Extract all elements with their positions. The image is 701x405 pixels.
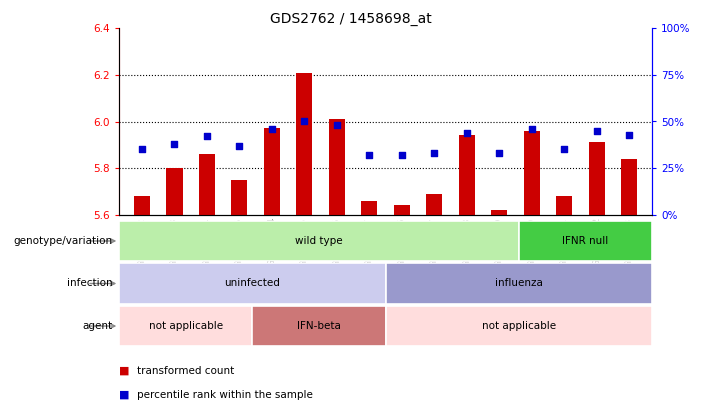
Bar: [264, 128, 280, 215]
Text: not applicable: not applicable: [482, 321, 556, 331]
Text: not applicable: not applicable: [149, 321, 223, 331]
Point: [591, 128, 602, 134]
Bar: [231, 180, 247, 215]
Text: IFNR null: IFNR null: [562, 236, 608, 246]
Bar: [329, 119, 345, 215]
Text: genotype/variation: genotype/variation: [13, 236, 112, 246]
Point: [526, 126, 538, 132]
Text: ■: ■: [119, 390, 130, 400]
Text: uninfected: uninfected: [224, 279, 280, 288]
Text: wild type: wild type: [295, 236, 343, 246]
Bar: [426, 194, 442, 215]
Text: ■: ■: [119, 366, 130, 375]
Text: GDS2762 / 1458698_at: GDS2762 / 1458698_at: [270, 12, 431, 26]
Point: [169, 141, 180, 147]
Bar: [297, 72, 313, 215]
Point: [559, 146, 570, 153]
Point: [624, 131, 635, 138]
Point: [429, 150, 440, 156]
Text: influenza: influenza: [495, 279, 543, 288]
Bar: [119, 221, 519, 261]
Point: [299, 118, 310, 125]
Bar: [134, 196, 150, 215]
Point: [136, 146, 147, 153]
Point: [201, 133, 212, 140]
Bar: [621, 159, 637, 215]
Bar: [458, 136, 475, 215]
Point: [396, 152, 407, 158]
Point: [266, 126, 278, 132]
Bar: [386, 263, 652, 304]
Bar: [394, 205, 410, 215]
Bar: [519, 221, 652, 261]
Point: [494, 150, 505, 156]
Text: infection: infection: [67, 279, 112, 288]
Point: [331, 122, 342, 128]
Bar: [491, 210, 508, 215]
Bar: [361, 201, 377, 215]
Point: [233, 143, 245, 149]
Bar: [199, 154, 215, 215]
Text: agent: agent: [82, 321, 112, 331]
Bar: [166, 168, 182, 215]
Bar: [556, 196, 572, 215]
Text: percentile rank within the sample: percentile rank within the sample: [137, 390, 313, 400]
Bar: [119, 263, 386, 304]
Bar: [524, 131, 540, 215]
Point: [461, 130, 472, 136]
Text: IFN-beta: IFN-beta: [297, 321, 341, 331]
Bar: [589, 143, 605, 215]
Bar: [252, 306, 386, 346]
Text: transformed count: transformed count: [137, 366, 234, 375]
Bar: [386, 306, 652, 346]
Point: [364, 152, 375, 158]
Bar: [119, 306, 252, 346]
